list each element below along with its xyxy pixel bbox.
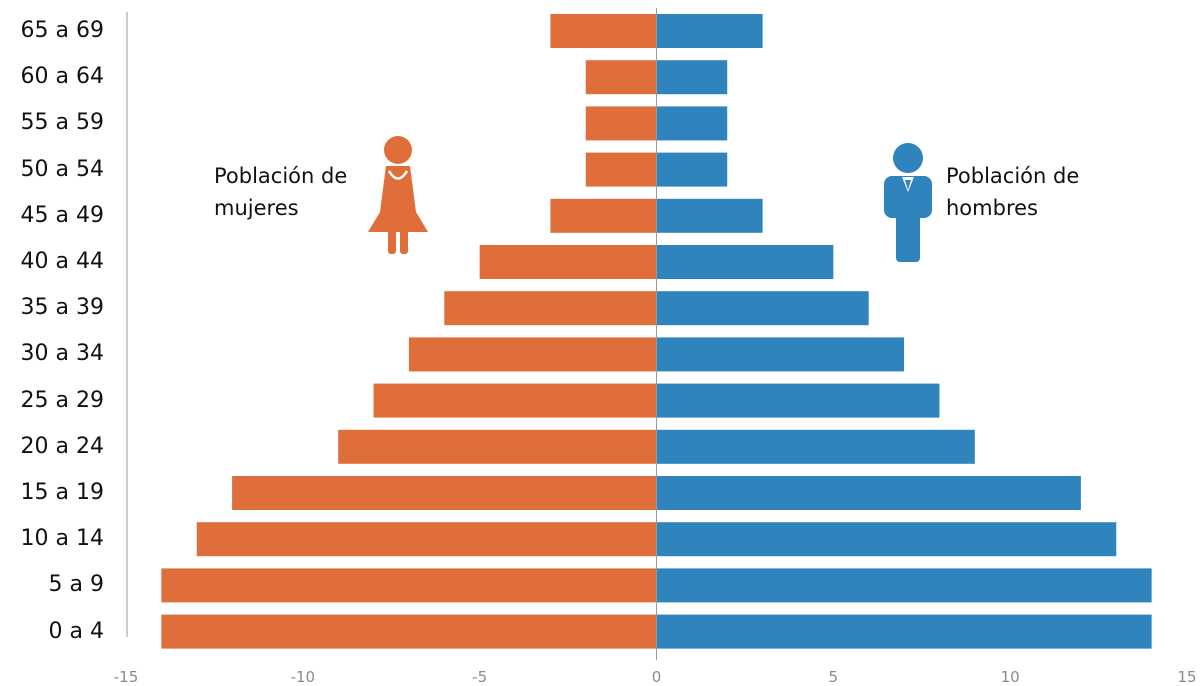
bar-women-55-a-59 [585,106,657,141]
category-label: 25 a 29 [20,387,104,413]
category-label: 5 a 9 [48,572,104,598]
bar-women-60-a-64 [585,60,657,95]
x-tick-label: -15 [113,668,139,686]
x-tick-label: 10 [1000,668,1020,686]
bar-women-25-a-29 [373,383,657,418]
bar-men-20-a-24 [656,429,975,464]
bar-men-15-a-19 [656,476,1081,510]
category-label: 65 a 69 [20,18,104,43]
category-label: 15 a 19 [20,480,104,505]
category-label: 20 a 24 [20,433,104,459]
women-bars [161,14,657,649]
bar-women-45-a-49 [550,198,657,233]
category-label: 60 a 64 [20,64,104,90]
category-label: 55 a 59 [20,110,104,136]
category-label: 0 a 4 [48,618,104,644]
x-tick-label: 0 [651,668,662,686]
x-tick-label: -5 [472,668,488,686]
legend-men-label: Población de hombres [946,164,1080,220]
bar-men-60-a-64 [656,60,728,95]
category-label: 30 a 34 [20,341,104,367]
category-label: 50 a 54 [20,156,104,182]
bar-women-15-a-19 [232,476,657,510]
x-tick-label: -10 [290,668,316,686]
bar-women-40-a-44 [479,245,657,279]
bar-women-50-a-54 [585,152,657,187]
men-bars [656,14,1152,649]
man-icon [884,143,932,262]
bar-women-30-a-34 [408,337,657,372]
category-label: 40 a 44 [20,249,104,274]
category-label: 10 a 14 [20,526,104,552]
bar-men-25-a-29 [656,383,940,418]
bar-men-65-a-69 [656,14,763,48]
bar-men-55-a-59 [656,106,728,141]
x-tick-label: 5 [828,668,839,686]
bar-men-45-a-49 [656,198,763,233]
bar-women-10-a-14 [196,522,657,557]
bar-men-35-a-39 [656,291,869,326]
bar-men-5-a-9 [656,568,1152,603]
bar-men-0-a-4 [656,614,1152,649]
category-label: 35 a 39 [20,295,104,321]
bar-men-50-a-54 [656,152,728,187]
legend-women-label: Población de mujeres [214,164,348,220]
woman-icon [368,136,428,254]
bar-women-0-a-4 [161,614,657,649]
bar-men-30-a-34 [656,337,905,372]
bar-women-5-a-9 [161,568,657,603]
category-label: 45 a 49 [20,202,104,228]
bar-women-20-a-24 [338,429,657,464]
x-tick-label: 15 [1177,668,1197,686]
bar-men-10-a-14 [656,522,1117,557]
bar-men-40-a-44 [656,245,834,279]
bar-women-35-a-39 [444,291,657,326]
bar-women-65-a-69 [550,14,657,48]
